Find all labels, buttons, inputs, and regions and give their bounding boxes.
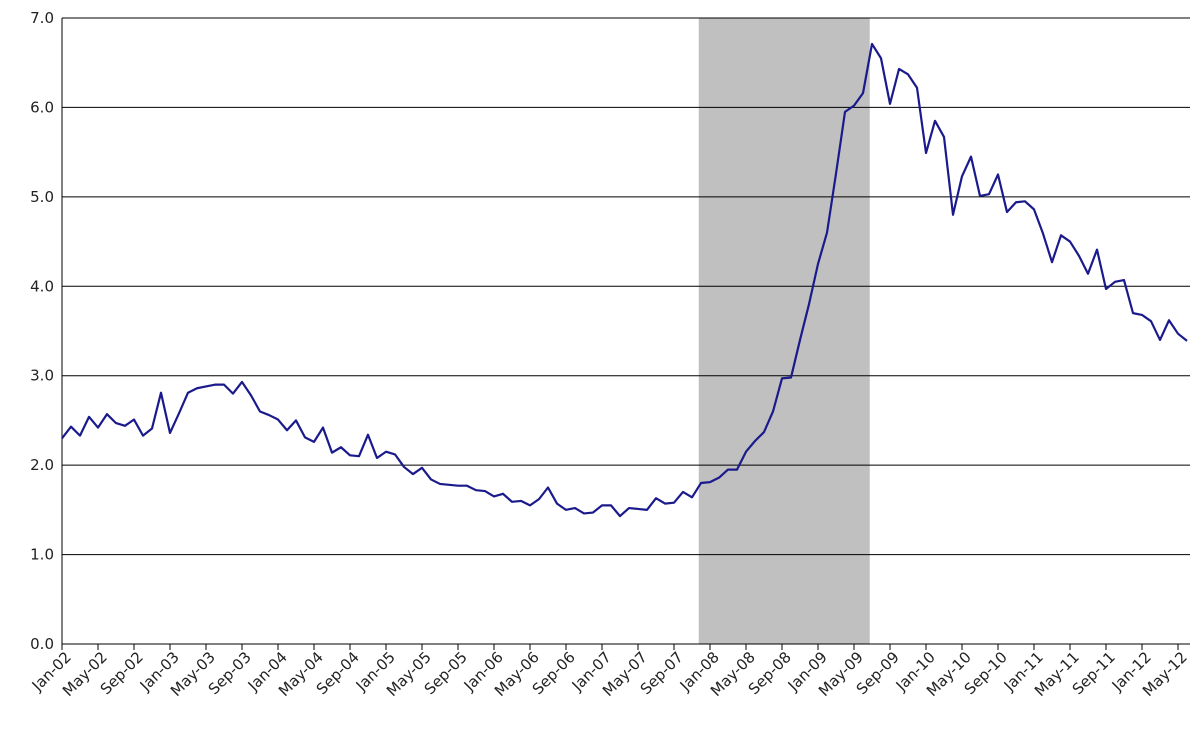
y-tick-label: 1.0 <box>30 546 54 564</box>
y-tick-label: 5.0 <box>30 188 54 206</box>
y-tick-label: 0.0 <box>30 635 54 653</box>
data-line <box>61 42 1188 518</box>
y-tick-label: 3.0 <box>30 367 54 385</box>
shaded-period <box>698 18 870 644</box>
y-tick-label: 7.0 <box>30 9 54 27</box>
y-tick-label: 2.0 <box>30 456 54 474</box>
y-tick-label: 4.0 <box>30 277 54 295</box>
y-tick-label: 6.0 <box>30 98 54 116</box>
